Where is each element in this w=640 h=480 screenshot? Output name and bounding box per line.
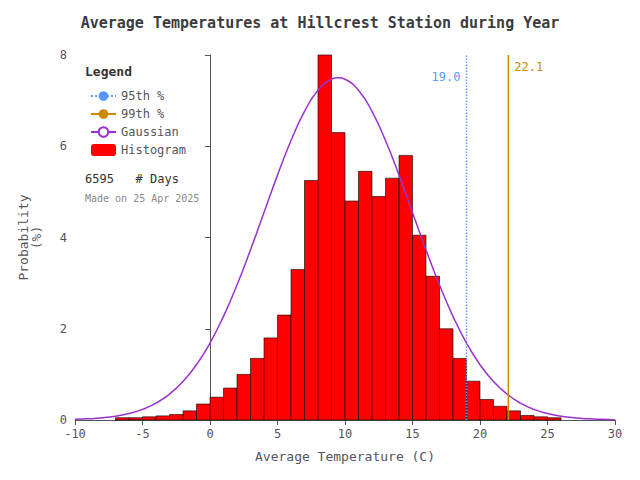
svg-text:Legend: Legend	[85, 64, 132, 79]
svg-text:19.0: 19.0	[432, 70, 461, 84]
svg-text:25: 25	[540, 427, 554, 441]
svg-text:99th %: 99th %	[121, 107, 165, 121]
svg-text:95th %: 95th %	[121, 89, 165, 103]
svg-text:6595 # Days: 6595 # Days	[85, 172, 179, 186]
svg-text:Gaussian: Gaussian	[121, 125, 179, 139]
svg-text:(%): (%)	[29, 226, 44, 249]
svg-text:8: 8	[60, 48, 67, 62]
svg-text:-10: -10	[64, 427, 86, 441]
svg-text:-5: -5	[135, 427, 149, 441]
svg-text:15: 15	[405, 427, 419, 441]
svg-text:22.1: 22.1	[514, 60, 543, 74]
svg-text:Histogram: Histogram	[121, 143, 186, 157]
svg-text:Average Temperature (C): Average Temperature (C)	[255, 449, 435, 464]
svg-text:Probability: Probability	[16, 194, 31, 281]
svg-text:0: 0	[206, 427, 213, 441]
svg-text:10: 10	[338, 427, 352, 441]
svg-text:Made on 25 Apr 2025: Made on 25 Apr 2025	[85, 193, 199, 204]
svg-text:4: 4	[60, 231, 67, 245]
svg-text:20: 20	[473, 427, 487, 441]
svg-text:2: 2	[60, 322, 67, 336]
svg-text:5: 5	[274, 427, 281, 441]
svg-text:Average Temperatures at Hillcr: Average Temperatures at Hillcrest Statio…	[81, 14, 560, 32]
svg-text:0: 0	[60, 413, 67, 427]
svg-text:30: 30	[608, 427, 622, 441]
svg-text:6: 6	[60, 139, 67, 153]
